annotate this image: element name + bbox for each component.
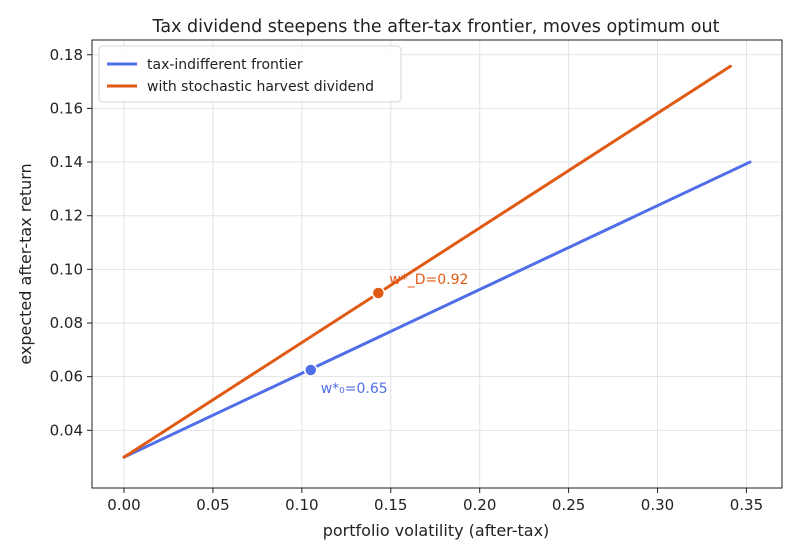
optimum-label-tax-indifferent: w*₀=0.65 xyxy=(321,381,388,397)
y-tick-label: 0.14 xyxy=(50,153,83,171)
legend-box xyxy=(98,45,402,103)
series-lines xyxy=(122,64,752,459)
series-line-harvest-dividend xyxy=(122,64,732,459)
x-tick-label: 0.10 xyxy=(285,496,318,514)
legend-label-harvest-dividend: with stochastic harvest dividend xyxy=(147,79,374,95)
y-tick-label: 0.16 xyxy=(50,99,83,117)
optimum-label-harvest-dividend: w*_D=0.92 xyxy=(389,272,468,288)
plot-frame xyxy=(91,39,783,489)
x-tick-label: 0.20 xyxy=(463,496,496,514)
y-tick-label: 0.08 xyxy=(50,314,83,332)
y-axis-label: expected after-tax return xyxy=(16,163,35,364)
optimum-point-harvest-dividend xyxy=(371,286,386,300)
y-tick-label: 0.04 xyxy=(50,421,83,439)
y-axis-ticks: 0.04 0.06 0.08 0.10 0.12 0.14 0.16 0.18 xyxy=(50,46,92,439)
x-axis-label: portfolio volatility (after-tax) xyxy=(323,521,550,540)
annotations: w*₀=0.65 w*_D=0.92 xyxy=(303,272,468,397)
optimum-point-tax-indifferent xyxy=(303,363,318,377)
x-tick-label: 0.15 xyxy=(374,496,407,514)
x-tick-label: 0.05 xyxy=(196,496,229,514)
y-tick-label: 0.10 xyxy=(50,260,83,278)
x-tick-label: 0.25 xyxy=(552,496,585,514)
chart-title: Tax dividend steepens the after-tax fron… xyxy=(152,17,720,37)
x-tick-label: 0.00 xyxy=(107,496,140,514)
grid xyxy=(92,40,782,488)
series-line-tax-indifferent xyxy=(122,160,752,459)
y-tick-label: 0.06 xyxy=(50,368,83,386)
legend: tax-indifferent frontier with stochastic… xyxy=(98,45,402,103)
x-tick-label: 0.35 xyxy=(730,496,763,514)
legend-label-tax-indifferent: tax-indifferent frontier xyxy=(147,57,303,73)
y-tick-label: 0.12 xyxy=(50,207,83,225)
x-axis-ticks: 0.00 0.05 0.10 0.15 0.20 0.25 0.30 0.35 xyxy=(107,488,763,514)
x-tick-label: 0.30 xyxy=(641,496,674,514)
y-tick-label: 0.18 xyxy=(50,46,83,64)
